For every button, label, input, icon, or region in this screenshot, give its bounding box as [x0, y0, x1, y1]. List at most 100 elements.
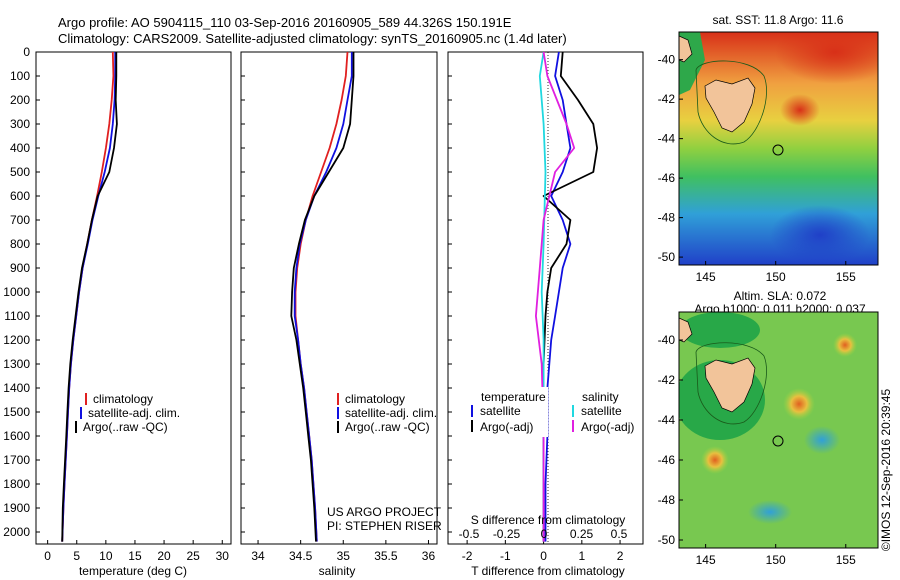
header-line1: Argo profile: AO 5904115_110 03-Sep-2016… [58, 15, 512, 30]
sst-eddy [780, 94, 820, 126]
lat-tick-label: -40 [658, 53, 676, 67]
s-tick-label: 0.5 [611, 527, 628, 541]
s-difference-xlabel: S difference from climatology [471, 513, 626, 527]
legend-label-s-argo: Argo(-adj) [581, 420, 634, 434]
salinity-panel-frame [240, 51, 438, 545]
tasmania-land [704, 357, 756, 413]
temperature-xlabel: temperature (deg C) [79, 564, 187, 578]
header-line2: Climatology: CARS2009. Satellite-adjuste… [58, 31, 567, 46]
sst-map-ticks: 145 150 155 -40 -42 -44 -46 -48 -50 [658, 53, 856, 284]
t-difference-xlabel: T difference from climatology [471, 564, 625, 578]
sst-warm-patch [775, 32, 878, 84]
salinity-xlabel: salinity [319, 564, 356, 578]
lat-tick-label: -40 [658, 333, 676, 347]
depth-axis: 0 100 200 300 400 500 600 700 800 900 1000 1100 1200… [3, 45, 452, 539]
depth-tick-label: 600 [10, 189, 30, 203]
lon-tick-label: 145 [696, 553, 716, 567]
sst-field [679, 32, 878, 265]
profile-line-climatology [294, 51, 349, 542]
depth-tick-label: 1800 [3, 477, 30, 491]
s-tick-label: 0 [541, 527, 548, 541]
profile-line-satellite-adj-clim [293, 52, 353, 542]
temperature-x-ticks: 0 5 10 15 20 25 30 [44, 540, 229, 563]
sla-low-2 [748, 500, 792, 524]
legend-label-climatology: climatology [93, 392, 153, 406]
x-tick-label: 30 [216, 549, 230, 563]
sla-map-frame [678, 311, 879, 549]
mainland-land [679, 317, 693, 343]
x-tick-label: 25 [186, 549, 200, 563]
x-tick-label: 0 [540, 549, 547, 563]
sst-map-title: sat. SST: 11.8 Argo: 11.6 [713, 13, 844, 27]
difference-panel-frame [447, 51, 644, 545]
x-tick-label: 36 [422, 549, 436, 563]
temperature-panel-frame [35, 51, 232, 545]
x-tick-label: 15 [128, 549, 142, 563]
depth-tick-label: 1400 [3, 381, 30, 395]
legend-label-climatology: climatology [345, 392, 405, 406]
depth-tick-label: 1500 [3, 405, 30, 419]
salinity-panel: 34 34.5 35 35.5 36 salinity climatology sate… [240, 51, 442, 578]
lat-tick-label: -44 [658, 413, 676, 427]
depth-tick-label: 100 [10, 69, 30, 83]
sla-low-1 [804, 426, 840, 454]
x-tick-label: -2 [462, 549, 473, 563]
legend-label-argo: Argo(..raw -QC) [83, 420, 168, 434]
lon-tick-label: 155 [836, 553, 856, 567]
sla-map-ticks: 145 150 155 -40 -42 -44 -46 -48 -50 [658, 333, 856, 567]
temperature-profiles [61, 51, 118, 542]
lat-tick-label: -42 [658, 373, 676, 387]
legend-title-salinity: salinity [582, 390, 619, 404]
legend-label-satellite: satellite-adj. clim. [345, 406, 437, 420]
s-difference-ticks: -0.5 -0.25 0 0.25 0.5 [459, 527, 628, 541]
x-tick-label: 0 [44, 549, 51, 563]
mainland-land [679, 35, 693, 63]
lat-tick-label: -50 [658, 533, 676, 547]
s-tick-label: -0.25 [493, 527, 521, 541]
lat-tick-label: -46 [658, 453, 676, 467]
x-tick-label: 1 [578, 549, 585, 563]
lat-tick-label: -50 [658, 250, 676, 264]
sla-map: Altim. SLA: 0.072 Argo h1000: 0.011 h200… [658, 289, 879, 567]
legend-title-temperature: temperature [481, 390, 546, 404]
sla-shelf [680, 312, 760, 348]
sla-high-1 [783, 388, 815, 420]
sst-map: sat. SST: 11.8 Argo: 11.6 145 150 155 -40 -4… [658, 13, 879, 284]
legend-label-s-satellite: satellite [581, 404, 622, 418]
x-tick-label: 34.5 [289, 549, 313, 563]
x-tick-label: 10 [99, 549, 113, 563]
sst-map-frame [678, 31, 879, 266]
legend-bg-temperature [478, 387, 548, 437]
salinity-profiles [290, 51, 355, 542]
profile-line-temperature-argo-adj [542, 51, 598, 542]
legend-label-t-argo: Argo(-adj) [480, 420, 533, 434]
sla-map-title-1: Altim. SLA: 0.072 [734, 289, 827, 303]
depth-tick-label: 1300 [3, 357, 30, 371]
salinity-legend: climatology satellite-adj. clim. Argo(..… [337, 392, 437, 434]
sst-cold-patch [770, 205, 870, 265]
lat-tick-label: -44 [658, 132, 676, 146]
legend-label-t-satellite: satellite [480, 404, 521, 418]
difference-profiles [535, 51, 598, 542]
sla-high-3 [833, 333, 857, 357]
x-tick-label: 34 [251, 549, 265, 563]
depth-tick-label: 700 [10, 213, 30, 227]
x-tick-label: -1 [500, 549, 511, 563]
legend-bg-salinity [567, 387, 641, 437]
shelf-contour [695, 342, 767, 425]
x-tick-label: 2 [617, 549, 624, 563]
depth-tick-label: 500 [10, 165, 30, 179]
depth-tick-label: 1000 [3, 285, 30, 299]
profile-line-climatology [61, 51, 115, 542]
depth-tick-label: 400 [10, 141, 30, 155]
legend-label-argo: Argo(..raw -QC) [345, 420, 430, 434]
salinity-x-ticks: 34 34.5 35 35.5 36 [251, 540, 435, 563]
difference-panel: -2 -1 0 1 2 S difference from climatology -0… [447, 51, 644, 578]
profile-line-argo-raw-qc [61, 52, 118, 542]
depth-tick-label: 1900 [3, 501, 30, 515]
sla-field [679, 312, 878, 548]
lon-tick-label: 155 [836, 270, 856, 284]
depth-tick-label: 900 [10, 261, 30, 275]
profile-line-satellite-adj-clim [61, 52, 117, 542]
